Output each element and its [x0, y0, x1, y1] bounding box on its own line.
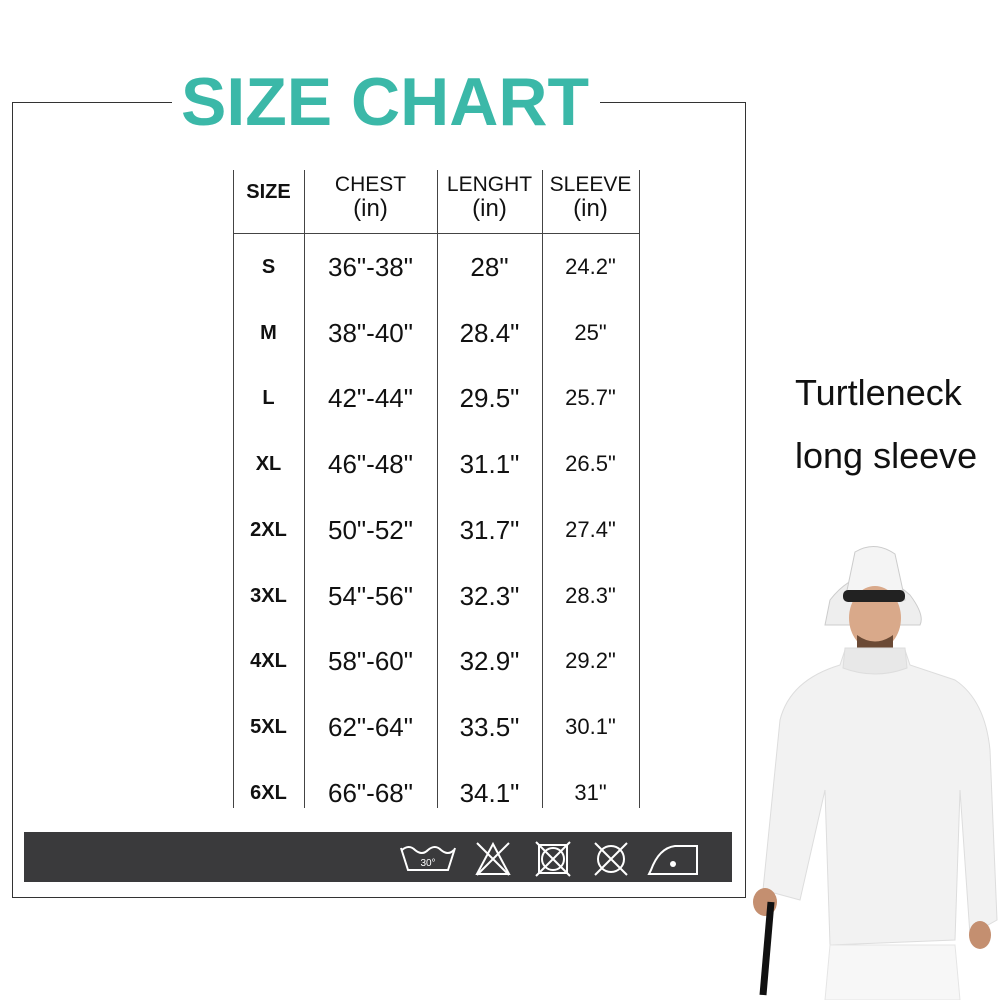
length-cell: 29.5" — [459, 383, 520, 414]
chest-cell: 46"-48" — [328, 449, 413, 480]
size-cell: XL — [255, 453, 282, 476]
size-cell: M — [260, 321, 277, 344]
chest-cell: 58"-60" — [328, 646, 413, 677]
chest-cell: 50"-52" — [328, 514, 413, 545]
sleeve-cell: 26.5" — [565, 451, 616, 477]
no-bleach-icon — [475, 841, 511, 876]
length-cell: 28" — [470, 252, 509, 282]
page-title: SIZE CHART — [181, 64, 589, 140]
sleeve-cell: 24.2" — [565, 254, 616, 279]
size-cell: 4XL — [250, 650, 287, 673]
header-length: LENGHT (in) — [437, 174, 542, 222]
table-divider — [304, 170, 305, 808]
length-cell: 32.3" — [459, 580, 520, 611]
size-cell: S — [261, 256, 276, 278]
sleeve-cell: 30.1" — [565, 713, 616, 739]
sleeve-cell: 29.2" — [565, 648, 616, 674]
length-cell: 34.1" — [459, 777, 520, 808]
product-name-line2: long sleeve — [795, 435, 978, 476]
header-size: SIZE — [233, 181, 304, 203]
size-cell: 3XL — [250, 584, 287, 607]
header-chest: CHEST (in) — [304, 174, 437, 222]
chest-cell: 66"-68" — [328, 777, 413, 808]
iron-low-icon — [647, 845, 698, 875]
length-cell: 31.7" — [459, 514, 520, 545]
frame-top-right — [600, 102, 746, 103]
length-cell: 31.1" — [459, 449, 520, 480]
frame-top-left — [12, 102, 172, 103]
chest-cell: 36"-38" — [328, 252, 413, 282]
header-divider — [233, 233, 640, 234]
length-cell: 33.5" — [459, 711, 520, 742]
table-divider — [233, 170, 234, 808]
no-dry-clean-icon — [594, 842, 628, 876]
model-photo — [753, 546, 998, 1000]
table-divider — [542, 170, 543, 808]
size-cell: L — [262, 387, 275, 410]
header-unit: (in) — [573, 195, 608, 222]
header-label: SIZE — [246, 181, 291, 203]
wash-temp-label: 30° — [420, 858, 435, 869]
sleeve-cell: 27.4" — [565, 516, 616, 542]
table-divider — [437, 170, 438, 808]
length-cell: 28.4" — [459, 317, 520, 348]
header-unit: (in) — [472, 195, 507, 222]
chest-cell: 38"-40" — [328, 317, 413, 348]
table-divider — [639, 170, 640, 808]
header-sleeve: SLEEVE (in) — [542, 174, 639, 222]
chest-cell: 54"-56" — [328, 580, 413, 611]
chest-cell: 42"-44" — [328, 383, 413, 414]
size-cell: 5XL — [250, 715, 287, 738]
chart-frame — [12, 102, 746, 898]
sleeve-cell: 25" — [574, 319, 607, 345]
no-tumble-dry-icon — [535, 841, 571, 877]
size-cell: 6XL — [250, 781, 287, 804]
chest-cell: 62"-64" — [328, 711, 413, 742]
sleeve-cell: 28.3" — [565, 582, 616, 608]
length-cell: 32.9" — [459, 646, 520, 677]
header-unit: (in) — [353, 195, 388, 222]
header-label: LENGHT — [446, 173, 533, 196]
sleeve-cell: 31" — [574, 779, 607, 805]
header-label: SLEEVE — [549, 173, 632, 196]
product-name-line1: Turtleneck — [795, 372, 962, 413]
wash-30-icon: 30° — [400, 846, 456, 871]
sleeve-cell: 25.7" — [565, 385, 616, 411]
header-label: CHEST — [334, 173, 407, 196]
size-cell: 2XL — [250, 518, 287, 541]
